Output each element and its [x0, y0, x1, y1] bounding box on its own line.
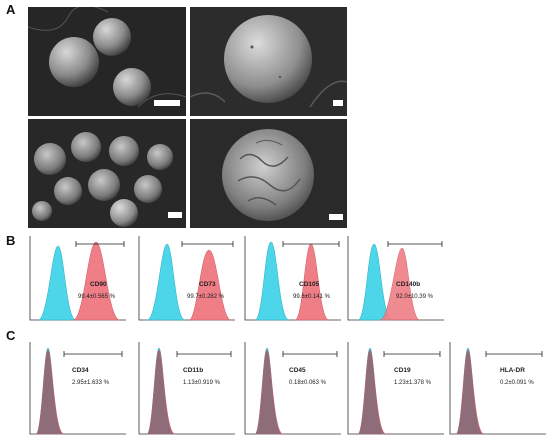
- gate-bar: [383, 351, 441, 357]
- gate-bar: [176, 351, 232, 357]
- histogram-axes: [449, 342, 546, 435]
- stain-histogram: [379, 247, 421, 321]
- stain-histogram: [146, 349, 176, 435]
- marker-value: 1.23±1.378 %: [394, 380, 432, 386]
- histogram-cd90: CD90 99.4±0.565 %: [28, 236, 128, 324]
- marker-label: CD140b: [396, 281, 420, 288]
- sem-image-microspheres: [28, 7, 186, 116]
- histogram-cd73: CD73 99.7±0.282 %: [137, 236, 237, 324]
- histogram-cd105: CD105 99.6±0.141 %: [243, 236, 343, 324]
- gate-bar: [282, 351, 338, 357]
- marker-value: 0.2±0.091 %: [500, 380, 534, 386]
- histogram-cd11b: CD11b 1.13±0.919 %: [137, 342, 237, 438]
- histogram-axes: [138, 342, 235, 435]
- stain-histogram: [35, 349, 65, 435]
- stain-histogram: [72, 241, 121, 321]
- panel-label-b: B: [6, 233, 16, 248]
- histogram-hla-dr: HLA-DR 0.2±0.091 %: [448, 342, 548, 438]
- marker-label: CD11b: [183, 367, 203, 374]
- gate-bar: [282, 241, 340, 247]
- scale-bar: [329, 214, 343, 220]
- stain-histogram: [357, 349, 387, 435]
- gate-bar: [485, 351, 543, 357]
- marker-label: CD90: [90, 281, 107, 288]
- marker-value: 2.95±1.633 %: [72, 380, 110, 386]
- histogram-cd45: CD45 0.18±0.063 %: [243, 342, 343, 438]
- gate-bar: [63, 351, 123, 357]
- isotype-histogram: [254, 241, 290, 321]
- isotype-histogram: [146, 243, 186, 321]
- gate-bar: [387, 241, 443, 247]
- stain-histogram: [455, 349, 485, 435]
- marker-label: CD73: [199, 281, 216, 288]
- histogram-cd34: CD34 2.95±1.633 %: [28, 342, 128, 438]
- stain-histogram: [254, 349, 284, 435]
- histogram-axes: [29, 342, 126, 435]
- sem-image-cell-aggregate-closeup: [190, 119, 347, 228]
- histogram-axes: [244, 236, 341, 321]
- sem-image-cell-aggregates: [28, 119, 186, 228]
- marker-label: CD45: [289, 367, 306, 374]
- marker-value: 92.0±10.39 %: [396, 294, 434, 300]
- marker-value: 99.6±0.141 %: [293, 294, 331, 300]
- panel-label-a: A: [6, 2, 16, 17]
- scale-bar: [168, 212, 182, 218]
- gate-bar: [75, 241, 125, 247]
- isotype-histogram: [37, 245, 77, 321]
- marker-label: CD34: [72, 367, 89, 374]
- marker-value: 0.18±0.063 %: [289, 380, 327, 386]
- panel-label-c: C: [6, 328, 16, 343]
- scale-bar: [333, 100, 343, 106]
- marker-label: CD105: [299, 281, 320, 288]
- histogram-axes: [244, 342, 341, 435]
- scale-bar: [154, 100, 180, 106]
- marker-value: 99.4±0.565 %: [78, 294, 116, 300]
- stain-histogram: [188, 249, 232, 321]
- sem-image-microsphere-closeup: [190, 7, 347, 116]
- histogram-axes: [347, 342, 444, 435]
- histogram-cd140b: CD140b 92.0±10.39 %: [346, 236, 446, 324]
- marker-value: 99.7±0.282 %: [187, 294, 225, 300]
- gate-bar: [181, 241, 234, 247]
- histogram-cd19: CD19 1.23±1.378 %: [346, 342, 446, 438]
- marker-value: 1.13±0.919 %: [183, 380, 221, 386]
- marker-label: CD19: [394, 367, 411, 374]
- marker-label: HLA-DR: [500, 367, 525, 374]
